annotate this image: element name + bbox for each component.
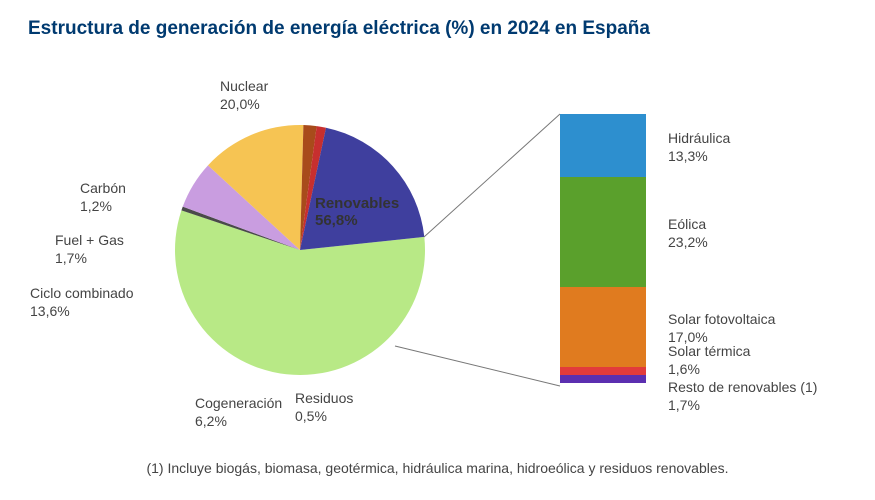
pie-label-carbon: Carbón1,2% (80, 180, 126, 215)
label-name: Solar térmica (668, 343, 750, 361)
label-value: 56,8% (315, 212, 399, 229)
pie-label-cogeneracion: Cogeneración6,2% (195, 395, 282, 430)
label-name: Eólica (668, 216, 708, 234)
pie-label-nuclear: Nuclear20,0% (220, 78, 268, 113)
label-value: 13,6% (30, 303, 134, 321)
bar-segment-hidraulica (560, 114, 646, 177)
label-name: Cogeneración (195, 395, 282, 413)
bar-segment-eolica (560, 177, 646, 287)
label-name: Solar fotovoltaica (668, 311, 775, 329)
label-value: 1,7% (668, 397, 817, 415)
pie-center-label-renovables: Renovables56,8% (315, 195, 399, 229)
label-value: 23,2% (668, 234, 708, 252)
bar-segment-solar_termica (560, 367, 646, 375)
bar-label-solar_termica: Solar térmica1,6% (668, 343, 750, 378)
bar-segment-solar_fotovoltaica (560, 287, 646, 367)
label-name: Fuel + Gas (55, 232, 124, 250)
label-name: Carbón (80, 180, 126, 198)
bar-segment-resto_renovables (560, 375, 646, 383)
pie-chart (0, 0, 875, 500)
label-value: 20,0% (220, 96, 268, 114)
label-name: Resto de renovables (1) (668, 379, 817, 397)
label-value: 0,5% (295, 408, 353, 426)
label-value: 13,3% (668, 148, 730, 166)
bar-label-eolica: Eólica23,2% (668, 216, 708, 251)
connector-top (424, 114, 560, 237)
footnote: (1) Incluye biogás, biomasa, geotérmica,… (0, 460, 875, 476)
pie-label-fuel_gas: Fuel + Gas1,7% (55, 232, 124, 267)
label-name: Residuos (295, 390, 353, 408)
label-name: Nuclear (220, 78, 268, 96)
label-value: 6,2% (195, 413, 282, 431)
label-name: Ciclo combinado (30, 285, 134, 303)
pie-label-residuos: Residuos0,5% (295, 390, 353, 425)
label-value: 1,7% (55, 250, 124, 268)
label-name: Hidráulica (668, 130, 730, 148)
bar-label-hidraulica: Hidráulica13,3% (668, 130, 730, 165)
bar-label-resto_renovables: Resto de renovables (1)1,7% (668, 379, 817, 414)
label-value: 1,2% (80, 198, 126, 216)
label-value: 1,6% (668, 361, 750, 379)
connector-bottom (395, 346, 560, 386)
renewables-stacked-bar (560, 114, 646, 386)
label-name: Renovables (315, 195, 399, 212)
bar-label-solar_fotovoltaica: Solar fotovoltaica17,0% (668, 311, 775, 346)
pie-label-ciclo_combinado: Ciclo combinado13,6% (30, 285, 134, 320)
